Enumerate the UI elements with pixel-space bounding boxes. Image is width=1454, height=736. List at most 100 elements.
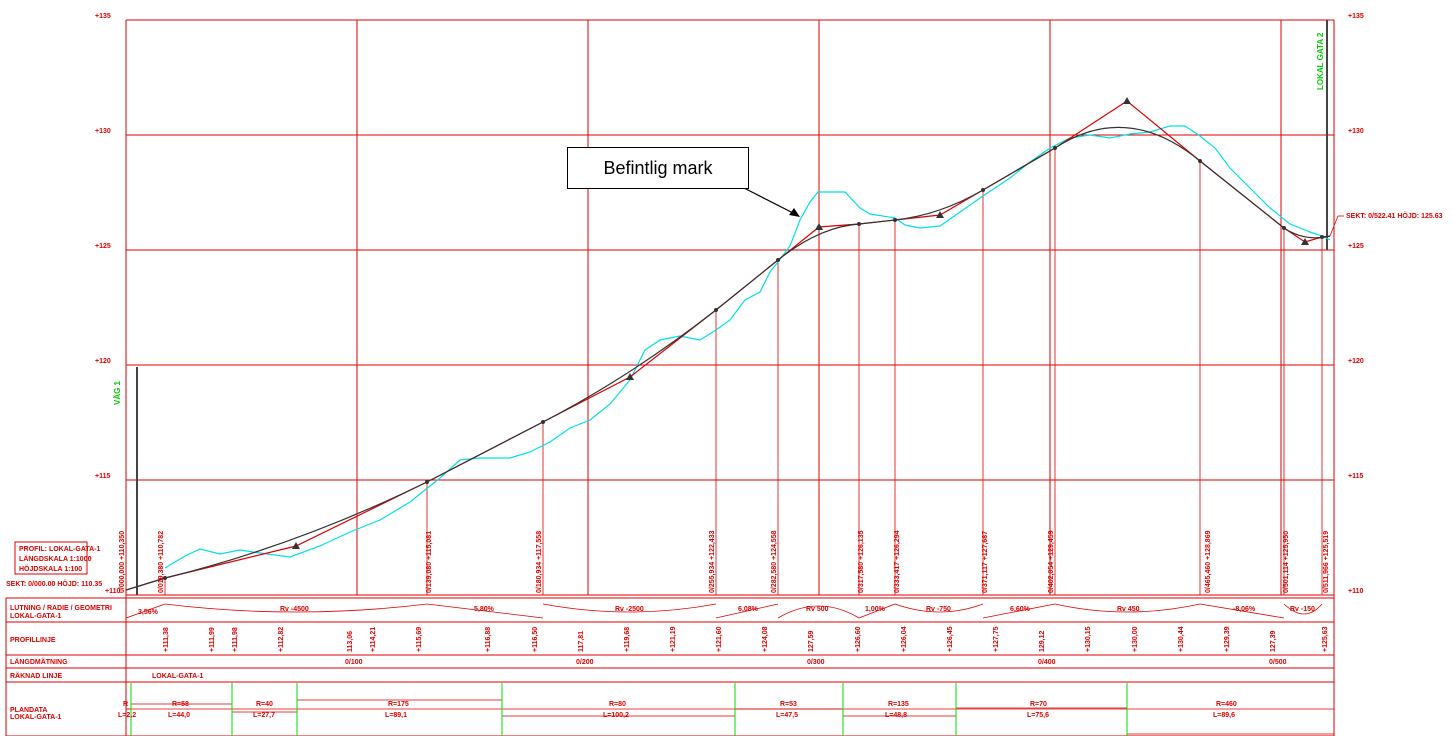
chainage-label: 0/200	[576, 659, 594, 666]
station-label: 0/371,117 +127,687	[982, 531, 989, 593]
plan-radius: R=58	[172, 701, 189, 708]
elevation-label: +130	[95, 128, 111, 135]
profile-value: +114,21	[370, 627, 377, 652]
chainage-label: 0/100	[345, 659, 363, 666]
profile-values: +111,38 +111,99 +111,98 +112,82 113,06 +…	[163, 626, 1329, 652]
profile-info-box: PROFIL: LOKAL-GATA-1 LÄNGDSKALA 1:1000 H…	[6, 541, 102, 588]
profile-value: +116,88	[485, 627, 492, 652]
elevation-label: +120	[95, 358, 111, 365]
profile-vertices	[163, 97, 1324, 580]
elevation-label: +135	[1348, 13, 1364, 20]
plan-length: L=100,2	[603, 712, 629, 719]
start-section-label: SEKT: 0/000.00 HÖJD: 110.35	[6, 579, 102, 588]
station-label: 0/465,460 +128,869	[1205, 530, 1212, 593]
geometry-cell: 6,08%	[738, 606, 759, 613]
profile-value: +130,44	[1178, 626, 1185, 652]
plan-length: L=47,5	[776, 712, 798, 719]
elevation-label: +135	[95, 13, 111, 20]
end-section: SEKT: 0/522.41 HÖJD: 125.63	[1329, 211, 1443, 237]
profile-value: +126,04	[901, 626, 908, 652]
station-labels: 0/000,000 +110,350 0/019,380 +110,782 0/…	[119, 530, 1330, 593]
elevation-label: +115	[95, 473, 110, 480]
profile-value: +111,38	[163, 627, 170, 652]
row-header-line: RÄKNAD LINJE	[10, 672, 62, 680]
elevation-label: +125	[95, 243, 111, 250]
plan-radius: R=460	[1216, 701, 1237, 708]
elevation-labels-right: +135 +130 +125 +120 +115 +110	[1348, 13, 1364, 595]
plan-length: L=75,6	[1027, 712, 1049, 719]
elevation-grid	[126, 19, 1334, 596]
station-label: 0/282,580 +124,558	[771, 530, 778, 593]
row-header-plan-sub: LOKAL-GATA-1	[10, 714, 62, 721]
profile-value: +124,08	[762, 626, 769, 652]
plan-radius: R=135	[888, 701, 909, 708]
profile-value: 113,06	[347, 631, 354, 652]
profile-value: 117,81	[578, 631, 585, 652]
profile-value: +112,82	[278, 627, 285, 652]
profile-value: 129,12	[1039, 630, 1046, 652]
profile-info-line: HÖJDSKALA 1:100	[19, 564, 82, 573]
geometry-cell: -8,06%	[1233, 606, 1256, 613]
geometry-cell: Rv 450	[1117, 606, 1140, 613]
row-header-geometry-sub: LOKAL-GATA-1	[10, 613, 62, 620]
plan-radius: R=70	[1030, 701, 1047, 708]
row-header-geometry: LUTNING / RADIE / GEOMETRI	[10, 605, 112, 612]
geometry-cell: Rv 500	[806, 606, 829, 613]
callout-arrow	[743, 187, 800, 217]
geometry-cell: 5,80%	[474, 606, 495, 613]
profile-value: +126,60	[855, 626, 862, 652]
station-label: 0/180,934 +117,558	[536, 531, 543, 593]
plan-length: L=27,7	[253, 712, 275, 719]
plan-radius: R=175	[388, 701, 409, 708]
chainage-grid	[125, 20, 1335, 736]
station-label: 0/511,966 +125,519	[1323, 531, 1330, 593]
geometry-cell: 3,56%	[138, 609, 159, 616]
elevation-label: +120	[1348, 358, 1364, 365]
station-label: 0/000,000 +110,350	[119, 531, 126, 593]
geometry-cell: Rv -150	[1290, 606, 1315, 613]
chainage-label: 0/500	[1269, 659, 1287, 666]
profile-value: +121,60	[716, 626, 723, 652]
line-name: LOKAL-GATA-1	[152, 673, 204, 680]
profile-value: +129,39	[1224, 626, 1231, 652]
profile-value: +126,45	[947, 626, 954, 652]
row-header-plan: PLANDATA	[10, 707, 47, 714]
geometry-row-marks	[125, 603, 1323, 619]
station-label: 0/402,054 +129,459	[1048, 530, 1055, 593]
profile-value: 127,59	[808, 630, 815, 652]
station-lines	[164, 148, 1323, 595]
existing-ground-line	[164, 125, 1331, 569]
elevation-label: +125	[1348, 243, 1364, 250]
plan-radius: R=53	[780, 701, 797, 708]
profile-value: +116,50	[532, 627, 539, 652]
road-label-right: LOKAL GATA 2	[1316, 32, 1325, 90]
design-profile-curve	[125, 126, 1331, 591]
plan-boundaries	[130, 683, 1128, 736]
profile-value: +130,15	[1085, 626, 1092, 652]
elevation-labels-left: +135 +130 +125 +120 +115 +110	[95, 13, 120, 595]
existing-ground-callout: Befintlig mark	[567, 147, 749, 189]
geometry-cell: Rv -4500	[280, 606, 309, 613]
station-label: 0/317,580 +126,135	[858, 530, 865, 593]
plan-row-marks	[126, 699, 1334, 735]
end-section-label: SEKT: 0/522.41 HÖJD: 125.63	[1346, 211, 1443, 220]
row-header-profile: PROFILLINJE	[10, 637, 56, 644]
plan-radius: R=80	[609, 701, 626, 708]
elevation-label: +110	[105, 588, 120, 595]
elevation-label: +130	[1348, 128, 1364, 135]
plan-radius: R=40	[256, 701, 273, 708]
plan-length: L=89,1	[385, 712, 407, 719]
elevation-label: +110	[1348, 588, 1363, 595]
profile-value: +111,99	[209, 627, 216, 652]
station-label: 0/139,080 +115,081	[426, 531, 433, 593]
row-header-chainage: LÄNGDMÄTNING	[10, 658, 68, 666]
data-table: LUTNING / RADIE / GEOMETRI LOKAL-GATA-1 …	[5, 597, 1335, 736]
profile-value: +119,68	[624, 627, 631, 652]
chainage-label: 0/300	[807, 659, 825, 666]
station-label: 0/333,417 +126,294	[894, 530, 901, 593]
crossing-road-right: LOKAL GATA 2	[1316, 20, 1328, 250]
profile-value: 127,39	[1270, 630, 1277, 652]
profile-value: +115,69	[416, 627, 423, 652]
profile-value: +121,19	[670, 626, 677, 652]
